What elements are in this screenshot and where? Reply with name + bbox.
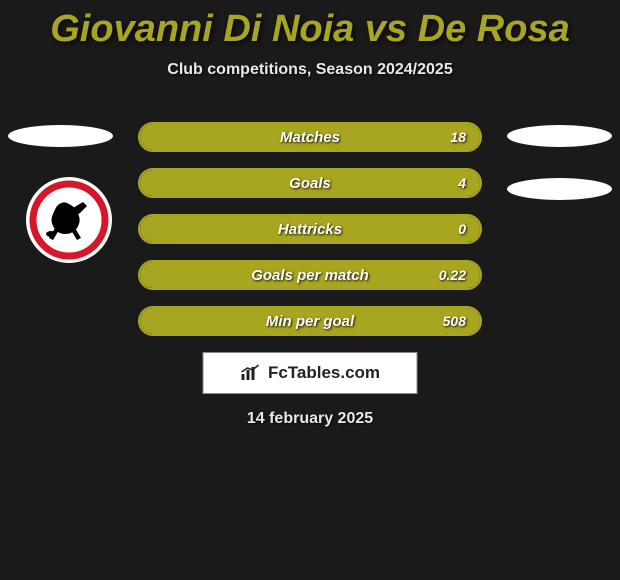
player-right-placeholder-1 — [507, 125, 612, 147]
chart-icon — [240, 364, 262, 382]
comparison-title: Giovanni Di Noia vs De Rosa — [0, 0, 620, 51]
stat-value: 0 — [458, 221, 466, 237]
stat-value: 0.22 — [439, 267, 466, 283]
stat-label: Hattricks — [278, 221, 342, 238]
stats-container: Matches 18 Goals 4 Hattricks 0 Goals per… — [138, 122, 482, 352]
comparison-subtitle: Club competitions, Season 2024/2025 — [0, 61, 620, 79]
stat-row: Goals per match 0.22 — [138, 260, 482, 290]
stat-label: Goals per match — [251, 267, 369, 284]
stat-value: 18 — [450, 129, 466, 145]
brand-attribution: FcTables.com — [203, 352, 418, 394]
stat-label: Matches — [280, 129, 340, 146]
stat-row: Hattricks 0 — [138, 214, 482, 244]
stat-value: 4 — [458, 175, 466, 191]
stat-row: Matches 18 — [138, 122, 482, 152]
stat-row: Goals 4 — [138, 168, 482, 198]
brand-text: FcTables.com — [268, 363, 380, 383]
stat-value: 508 — [443, 313, 466, 329]
stat-label: Min per goal — [266, 313, 354, 330]
stat-label: Goals — [289, 175, 331, 192]
stat-row: Min per goal 508 — [138, 306, 482, 336]
player-left-placeholder — [8, 125, 113, 147]
player-right-placeholder-2 — [507, 178, 612, 200]
club-badge-left — [25, 176, 113, 264]
generated-date: 14 february 2025 — [247, 410, 373, 428]
